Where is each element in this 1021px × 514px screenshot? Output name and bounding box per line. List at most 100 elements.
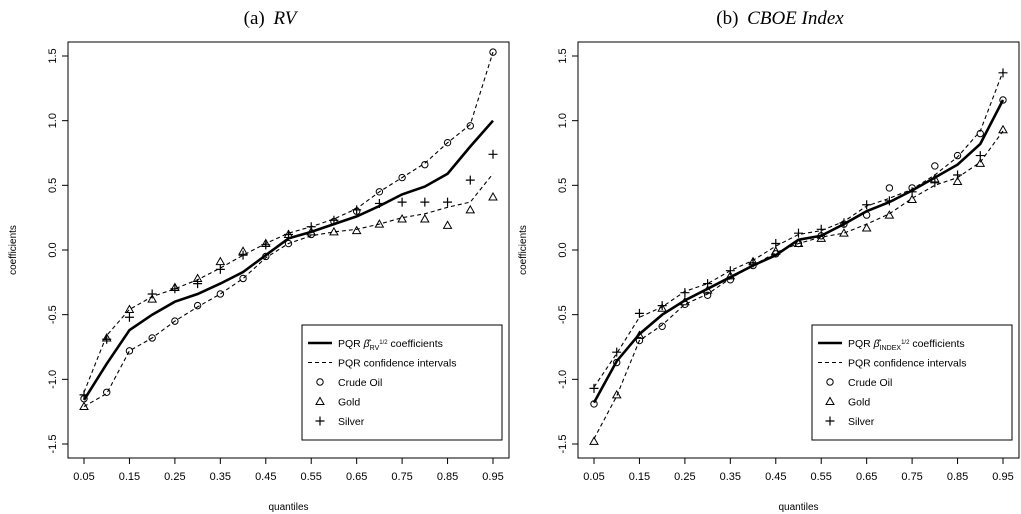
silver-point	[612, 347, 622, 357]
gold-point	[124, 304, 135, 313]
crude-oil-point	[862, 211, 871, 219]
legend: PQR β̂RV1/2 coefficients PQR confidence i…	[301, 324, 503, 441]
gold-point	[839, 228, 849, 237]
silver-point	[443, 197, 453, 207]
x-tick-label: 0.95	[992, 471, 1013, 483]
gold-point	[725, 270, 736, 280]
legend-silver-label: Silver	[338, 416, 365, 428]
legend-silver-label: Silver	[848, 416, 875, 428]
silver-point	[862, 200, 872, 210]
x-tick-label: 0.05	[583, 471, 604, 483]
crude-oil-point	[398, 173, 406, 182]
x-tick-label: 0.45	[765, 471, 786, 483]
gold-point	[147, 294, 158, 303]
crude-oil-point	[443, 138, 452, 147]
crude-oil-point	[931, 162, 939, 170]
legend-ci-label: PQR confidence intervals	[848, 358, 966, 370]
crude-oil-point	[489, 48, 497, 56]
crude-oil-point	[658, 322, 666, 331]
crude-oil-point	[193, 301, 202, 310]
gold-point	[442, 220, 453, 229]
silver-point	[748, 258, 758, 268]
silver-point	[930, 178, 940, 188]
panel-a-chart: 0.05 0.15 0.25 0.35 0.45 0.55 0.65 0.75 0.85 0.95…	[8, 41, 510, 513]
silver-point	[953, 170, 963, 180]
y-axis-label: coefficients	[518, 225, 529, 275]
crude-oil-point	[125, 347, 134, 355]
gold-point	[998, 124, 1008, 134]
gold-point	[79, 401, 89, 410]
gold-point	[589, 436, 599, 445]
gold-point	[329, 226, 339, 236]
x-tick-label: 0.65	[346, 471, 367, 483]
silver-point	[193, 279, 203, 289]
silver-point	[589, 383, 599, 393]
crude-oil-point	[103, 388, 111, 396]
confidence-interval-line	[593, 130, 1004, 440]
silver-point	[420, 197, 430, 207]
x-tick-label: 0.65	[856, 471, 877, 483]
panel-b-chart: 0.05 0.15 0.25 0.35 0.45 0.55 0.65 0.75 0.85 0.95…	[518, 41, 1020, 513]
gold-point	[907, 194, 917, 204]
y-tick-label: -1.0	[47, 370, 59, 389]
x-tick-label: 0.95	[482, 471, 503, 483]
silver-point	[794, 228, 803, 238]
x-axis-label: quantiles	[268, 502, 308, 513]
silver-point	[816, 224, 826, 234]
confidence-interval-line	[83, 173, 494, 407]
silver-point	[284, 229, 293, 239]
crude-oil-point	[375, 188, 384, 196]
silver-point	[998, 68, 1008, 78]
silver-point	[488, 149, 498, 159]
silver-point	[884, 196, 894, 206]
silver-point	[657, 301, 667, 311]
legend-gold-marker	[315, 396, 325, 405]
crude-oil-point	[284, 239, 293, 248]
crude-oil-point	[239, 274, 247, 283]
x-tick-label: 0.25	[164, 471, 185, 483]
panel-b-title: (b) CBOE Index	[716, 8, 844, 29]
y-tick-label: -1.0	[557, 370, 569, 389]
crude-oil-point	[262, 252, 270, 261]
silver-point	[215, 264, 225, 274]
legend-ci-label: PQR confidence intervals	[338, 358, 456, 370]
crude-oil-point	[466, 122, 474, 130]
crude-oil-point	[976, 129, 984, 138]
gold-point	[770, 246, 781, 255]
legend-oil-label: Crude Oil	[338, 377, 382, 389]
x-tick-label: 0.35	[720, 471, 741, 483]
crude-oil-point	[885, 184, 894, 192]
gold-point	[215, 256, 226, 266]
silver-point	[839, 218, 849, 228]
silver-point	[102, 334, 112, 344]
y-tick-label: -1.5	[47, 435, 59, 454]
crude-oil-point	[999, 96, 1007, 104]
y-tick-label: 0.5	[47, 178, 59, 193]
x-tick-label: 0.85	[437, 471, 458, 483]
x-tick-label: 0.05	[73, 471, 94, 483]
silver-point	[703, 279, 713, 289]
silver-point	[975, 151, 985, 161]
y-tick-label: -0.5	[47, 305, 59, 324]
silver-point	[397, 197, 407, 207]
gold-point	[465, 204, 476, 214]
gold-point	[816, 233, 827, 242]
x-tick-label: 0.45	[255, 471, 276, 483]
gold-point	[488, 191, 498, 201]
gold-point	[702, 285, 713, 294]
silver-point	[170, 284, 180, 294]
legend-coef-label: PQR β̂RV1/2 coefficients	[338, 338, 443, 352]
silver-point	[79, 390, 89, 400]
legend-silver-marker	[315, 416, 325, 426]
y-tick-label: 0.0	[557, 242, 569, 257]
silver-point	[771, 239, 781, 249]
crude-oil-point	[148, 334, 156, 342]
silver-point	[147, 289, 157, 299]
legend-gold-label: Gold	[338, 397, 360, 409]
crude-oil-point	[216, 290, 225, 298]
gold-point	[680, 296, 690, 306]
x-tick-label: 0.15	[119, 471, 140, 483]
legend-gold-label: Gold	[848, 397, 870, 409]
gold-point	[374, 219, 385, 228]
crude-oil-point	[635, 336, 644, 345]
